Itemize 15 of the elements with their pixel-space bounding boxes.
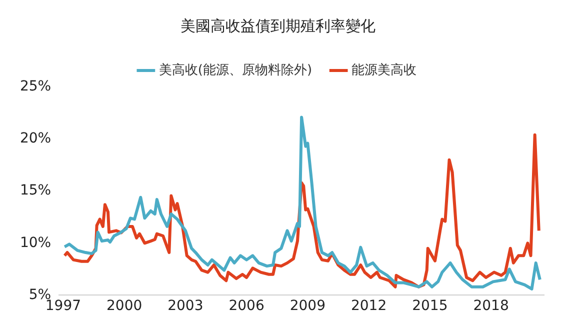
x-tick-label: 2003 xyxy=(168,298,204,314)
y-tick-label: 25% xyxy=(20,78,52,95)
x-tick-label: 1997 xyxy=(45,298,82,314)
x-tick-label: 2012 xyxy=(350,298,387,314)
x-tick-label: 2018 xyxy=(473,298,509,314)
legend-label: 能源美高收 xyxy=(352,62,417,78)
x-tick-label: 2009 xyxy=(290,298,326,314)
x-tick-label: 2006 xyxy=(228,298,264,314)
legend-label: 美高收(能源、原物料除外) xyxy=(158,62,312,78)
y-tick-label: 20% xyxy=(20,130,52,147)
y-tick-label: 15% xyxy=(20,182,52,199)
x-tick-label: 2015 xyxy=(412,298,448,314)
chart-title: 美國高收益債到期殖利率變化 xyxy=(180,16,376,35)
y-tick-label: 10% xyxy=(20,234,52,251)
x-tick-label: 2000 xyxy=(106,298,142,314)
